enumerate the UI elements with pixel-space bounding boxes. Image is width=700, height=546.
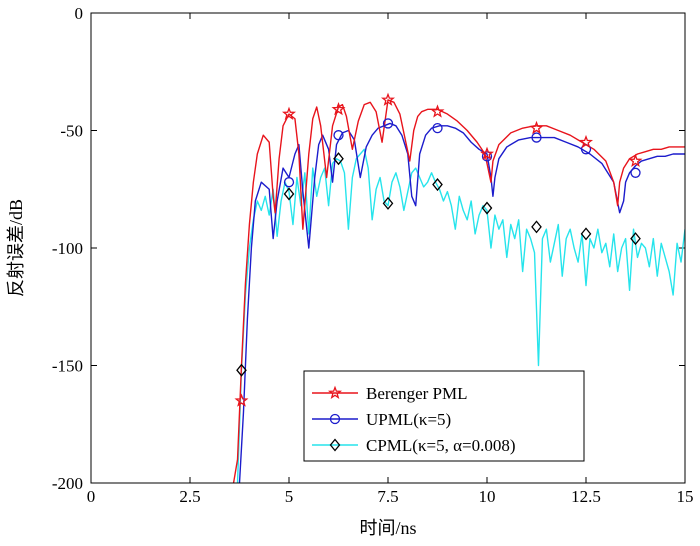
y-tick-label: 0 [75,4,84,23]
data-point-star [430,104,445,118]
data-point-diamond [432,178,443,192]
data-point-star [628,153,643,168]
legend-label: Berenger PML [366,384,468,403]
data-point-circle [283,177,295,188]
series-layer [232,99,685,483]
data-point-diamond [531,220,542,234]
data-point-diamond [283,187,295,201]
series-line-star [232,99,685,483]
x-tick-label: 7.5 [377,487,398,506]
x-tick-label: 5 [285,487,294,506]
data-point-diamond [236,363,247,377]
data-point-circle [481,151,493,162]
data-point-star [529,120,544,135]
data-point-star [380,92,396,106]
data-point-circle [382,118,394,129]
marker-layer [234,92,643,407]
data-point-star [578,134,594,149]
legend-label: UPML(κ=5) [366,410,451,429]
data-point-circle [333,130,344,141]
data-point-diamond [481,201,493,215]
data-point-star [281,106,297,121]
legend-box [303,370,585,462]
y-tick-label: -150 [52,357,83,376]
legend-marker-star [327,385,343,399]
data-point-star [479,146,495,160]
y-axis-label: 反射误差/dB [6,199,26,297]
legend-marker-circle [329,413,341,425]
data-point-diamond [382,196,394,210]
data-point-diamond [580,227,592,241]
data-point-circle [531,132,542,143]
plot-frame [90,12,686,484]
x-tick-label: 0 [87,487,96,506]
data-point-diamond [630,232,641,246]
data-point-circle [432,122,443,134]
data-point-diamond [333,152,344,166]
x-tick-label: 10 [479,487,496,506]
x-tick-label: 12.5 [571,487,601,506]
data-point-circle [630,167,641,178]
legend-marker-diamond [329,438,341,452]
series-line-diamond [236,148,685,483]
y-tick-label: -200 [52,474,83,493]
legend-label: CPML(κ=5, α=0.008) [366,436,516,455]
legend: Berenger PML UPML(κ=5) CPML(κ=5, α=0.008) [303,370,585,462]
series-line-circle [238,122,685,483]
x-tick-label: 15 [677,487,694,506]
y-tick-label: -50 [60,122,83,141]
tick-layer: 0 2.5 5 7.5 10 12.5 15 0 -50 -100 -150 -200 [52,4,694,506]
x-tick-label: 2.5 [179,487,200,506]
y-tick-label: -100 [52,239,83,258]
data-point-star [331,101,346,116]
data-point-star [234,393,249,407]
x-axis-label: 时间/ns [359,518,416,538]
